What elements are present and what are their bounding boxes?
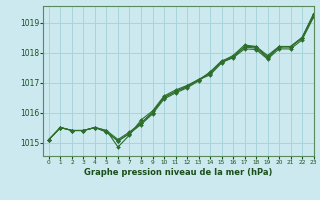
X-axis label: Graphe pression niveau de la mer (hPa): Graphe pression niveau de la mer (hPa) — [84, 168, 273, 177]
